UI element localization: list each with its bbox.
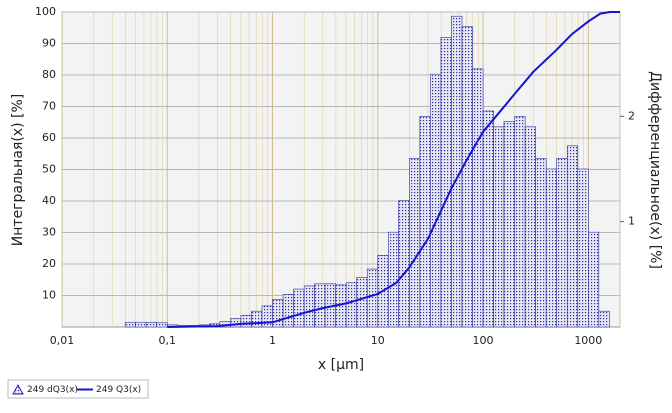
x-tick-label: 1000 — [574, 334, 602, 347]
histogram-bar — [124, 321, 136, 328]
y-tick-label: 90 — [42, 37, 56, 50]
histogram-bar — [272, 299, 284, 328]
histogram-bar — [419, 115, 431, 328]
histogram-bar — [514, 115, 526, 328]
y2-tick-label: 1 — [628, 215, 635, 228]
histogram-bar — [293, 288, 305, 328]
x-tick-label: 1 — [269, 334, 276, 347]
legend: 249 dQ3(x) 249 Q3(x) — [7, 379, 149, 399]
y-tick-label: 100 — [35, 5, 56, 18]
histogram-bar — [430, 73, 442, 328]
y-tick-label: 10 — [42, 289, 56, 302]
cumulative-line — [167, 11, 620, 328]
histogram-bar — [556, 158, 568, 328]
legend-label: 249 Q3(x) — [96, 385, 141, 395]
histogram-bar — [282, 294, 294, 328]
histogram-bar — [251, 310, 263, 328]
legend-icon — [12, 383, 24, 395]
histogram-bar — [482, 110, 494, 328]
y-tick-label: 80 — [42, 68, 56, 81]
histogram-bar — [388, 231, 399, 328]
histogram-bar — [409, 158, 421, 328]
x-axis-label: x [µm] — [318, 357, 364, 373]
y-axis-label: Интегральная(x) [%] — [10, 94, 26, 246]
histogram-bar — [535, 158, 547, 328]
histogram-bar — [314, 283, 326, 328]
legend-label: 249 dQ3(x) — [27, 385, 78, 395]
histogram-bar — [577, 168, 589, 328]
y-tick-label: 40 — [42, 194, 56, 207]
histogram-bar — [461, 26, 473, 328]
x-tick-label: 0,01 — [50, 334, 75, 347]
histogram-bar — [588, 231, 600, 328]
x-tick-label: 10 — [371, 334, 385, 347]
y-tick-label: 70 — [42, 100, 56, 113]
histogram-bar — [398, 200, 410, 328]
y2-tick-label: 2 — [628, 109, 635, 122]
histogram-bar — [503, 121, 516, 328]
y2-axis-label: Дифференциальное(x) [%] — [647, 71, 663, 269]
y-tick-label: 60 — [42, 131, 56, 144]
histogram-bar — [566, 145, 579, 328]
histogram-bar — [345, 282, 358, 328]
histogram-bar — [145, 321, 158, 328]
histogram-bar — [524, 126, 536, 328]
x-tick-label: 0,1 — [159, 334, 177, 347]
histogram-bar — [472, 68, 484, 328]
histogram-bar — [135, 321, 147, 328]
y-tick-label: 30 — [42, 226, 56, 239]
histogram-bar — [440, 36, 452, 328]
histogram-bar — [156, 322, 168, 328]
histogram-bar — [240, 315, 252, 328]
histogram-bar — [598, 310, 610, 328]
histogram-bar — [366, 268, 379, 328]
histogram-bar — [261, 305, 273, 328]
histogram-bar — [545, 168, 558, 328]
histogram-bar — [493, 126, 505, 328]
y-tick-label: 20 — [42, 257, 56, 270]
histogram-bar — [303, 285, 315, 328]
histogram-bar — [356, 277, 368, 328]
x-tick-label: 100 — [473, 334, 494, 347]
y-tick-label: 50 — [42, 163, 56, 176]
